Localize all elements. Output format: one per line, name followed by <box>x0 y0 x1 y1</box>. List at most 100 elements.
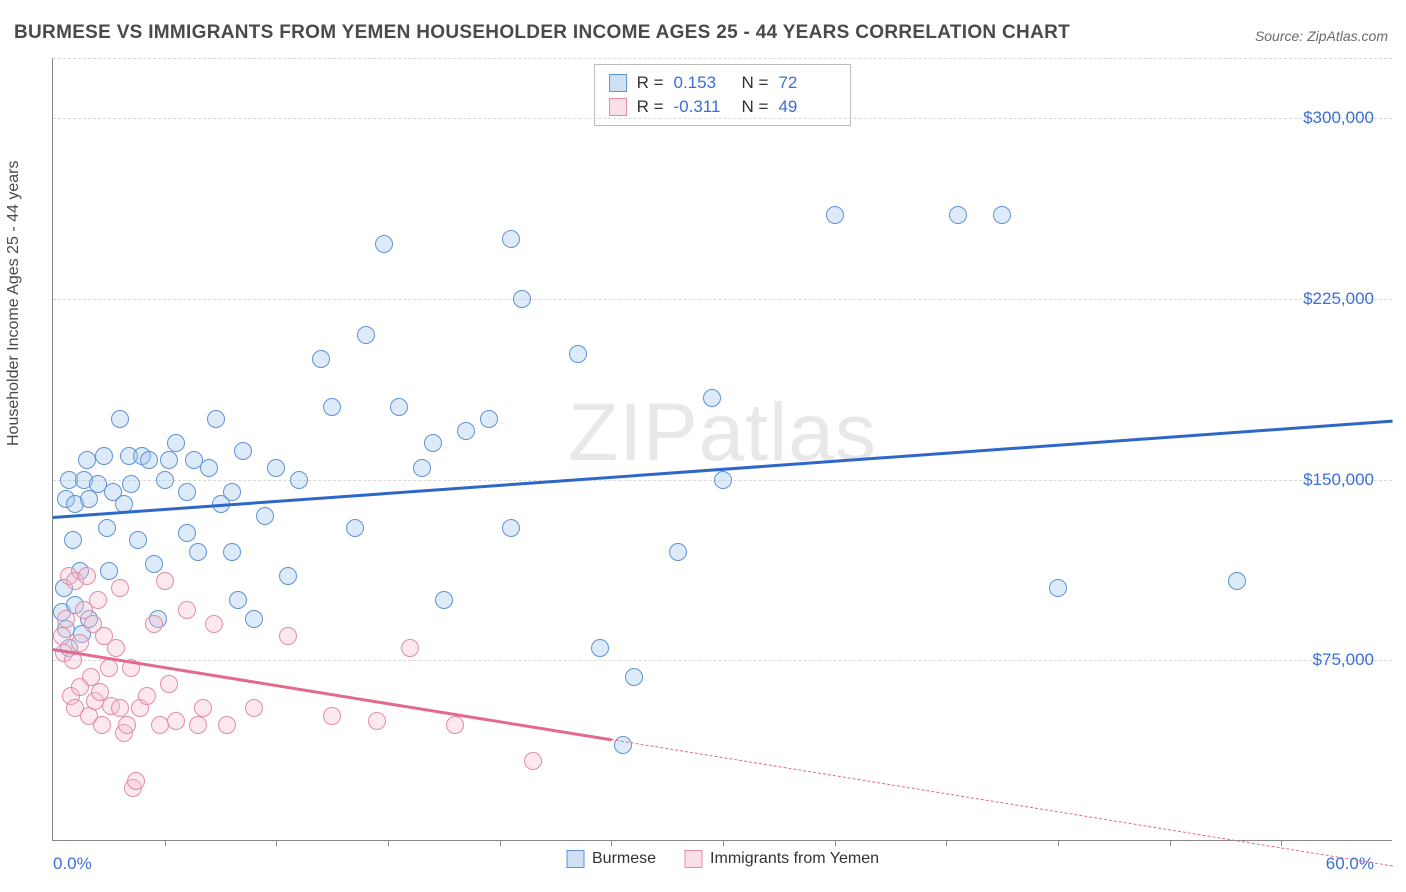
data-point <box>312 350 330 368</box>
data-point <box>53 627 71 645</box>
x-tick <box>388 840 389 846</box>
data-point <box>267 459 285 477</box>
data-point <box>138 687 156 705</box>
x-tick <box>1170 840 1171 846</box>
data-point <box>207 410 225 428</box>
regression-line <box>53 648 612 741</box>
x-tick <box>1281 840 1282 846</box>
r-value: 0.153 <box>674 73 732 93</box>
data-point <box>323 707 341 725</box>
source-label: Source: ZipAtlas.com <box>1255 28 1388 44</box>
n-label: N = <box>742 97 769 117</box>
data-point <box>178 524 196 542</box>
data-point <box>323 398 341 416</box>
n-label: N = <box>742 73 769 93</box>
data-point <box>189 716 207 734</box>
data-point <box>290 471 308 489</box>
data-point <box>229 591 247 609</box>
gridline <box>53 299 1392 300</box>
r-value: -0.311 <box>674 97 732 117</box>
data-point <box>502 230 520 248</box>
data-point <box>625 668 643 686</box>
data-point <box>524 752 542 770</box>
x-tick <box>1058 840 1059 846</box>
data-point <box>218 716 236 734</box>
data-point <box>160 451 178 469</box>
data-point <box>591 639 609 657</box>
data-point <box>357 326 375 344</box>
stats-legend: R =0.153N =72R =-0.311N =49 <box>594 64 852 126</box>
data-point <box>413 459 431 477</box>
data-point <box>189 543 207 561</box>
data-point <box>245 610 263 628</box>
data-point <box>194 699 212 717</box>
legend-label: Immigrants from Yemen <box>710 850 879 868</box>
data-point <box>57 610 75 628</box>
data-point <box>200 459 218 477</box>
data-point <box>569 345 587 363</box>
data-point <box>346 519 364 537</box>
data-point <box>502 519 520 537</box>
data-point <box>78 451 96 469</box>
x-tick-label: 0.0% <box>53 854 92 874</box>
stats-row: R =-0.311N =49 <box>609 95 837 119</box>
regression-line <box>53 419 1393 518</box>
data-point <box>145 615 163 633</box>
watermark-text: ZIPatlas <box>568 386 877 480</box>
data-point <box>98 519 116 537</box>
data-point <box>156 572 174 590</box>
series-legend: Burmese Immigrants from Yemen <box>566 850 879 868</box>
data-point <box>111 579 129 597</box>
data-point <box>368 712 386 730</box>
data-point <box>178 483 196 501</box>
data-point <box>223 543 241 561</box>
legend-item: Immigrants from Yemen <box>684 850 879 868</box>
data-point <box>178 601 196 619</box>
x-tick <box>500 840 501 846</box>
data-point <box>480 410 498 428</box>
legend-swatch <box>609 98 627 116</box>
data-point <box>669 543 687 561</box>
data-point <box>245 699 263 717</box>
data-point <box>145 555 163 573</box>
legend-swatch <box>684 850 702 868</box>
gridline <box>53 660 1392 661</box>
data-point <box>140 451 158 469</box>
n-value: 49 <box>778 97 836 117</box>
data-point <box>513 290 531 308</box>
data-point <box>1049 579 1067 597</box>
y-tick-label: $300,000 <box>1303 108 1374 128</box>
chart-title: BURMESE VS IMMIGRANTS FROM YEMEN HOUSEHO… <box>14 22 1070 44</box>
data-point <box>160 675 178 693</box>
data-point <box>424 434 442 452</box>
data-point <box>279 627 297 645</box>
x-tick <box>723 840 724 846</box>
data-point <box>95 447 113 465</box>
data-point <box>71 634 89 652</box>
data-point <box>89 591 107 609</box>
y-tick-label: $150,000 <box>1303 470 1374 490</box>
r-label: R = <box>637 73 664 93</box>
data-point <box>156 471 174 489</box>
data-point <box>205 615 223 633</box>
data-point <box>122 475 140 493</box>
plot-area: ZIPatlas R =0.153N =72R =-0.311N =49 Bur… <box>52 58 1392 841</box>
gridline <box>53 58 1392 59</box>
data-point <box>167 712 185 730</box>
data-point <box>223 483 241 501</box>
data-point <box>279 567 297 585</box>
n-value: 72 <box>778 73 836 93</box>
legend-swatch <box>566 850 584 868</box>
x-tick <box>276 840 277 846</box>
data-point <box>401 639 419 657</box>
legend-label: Burmese <box>592 850 656 868</box>
data-point <box>446 716 464 734</box>
x-tick <box>165 840 166 846</box>
data-point <box>78 567 96 585</box>
gridline <box>53 118 1392 119</box>
x-tick <box>946 840 947 846</box>
regression-line <box>611 739 1393 866</box>
x-tick <box>611 840 612 846</box>
data-point <box>234 442 252 460</box>
data-point <box>826 206 844 224</box>
